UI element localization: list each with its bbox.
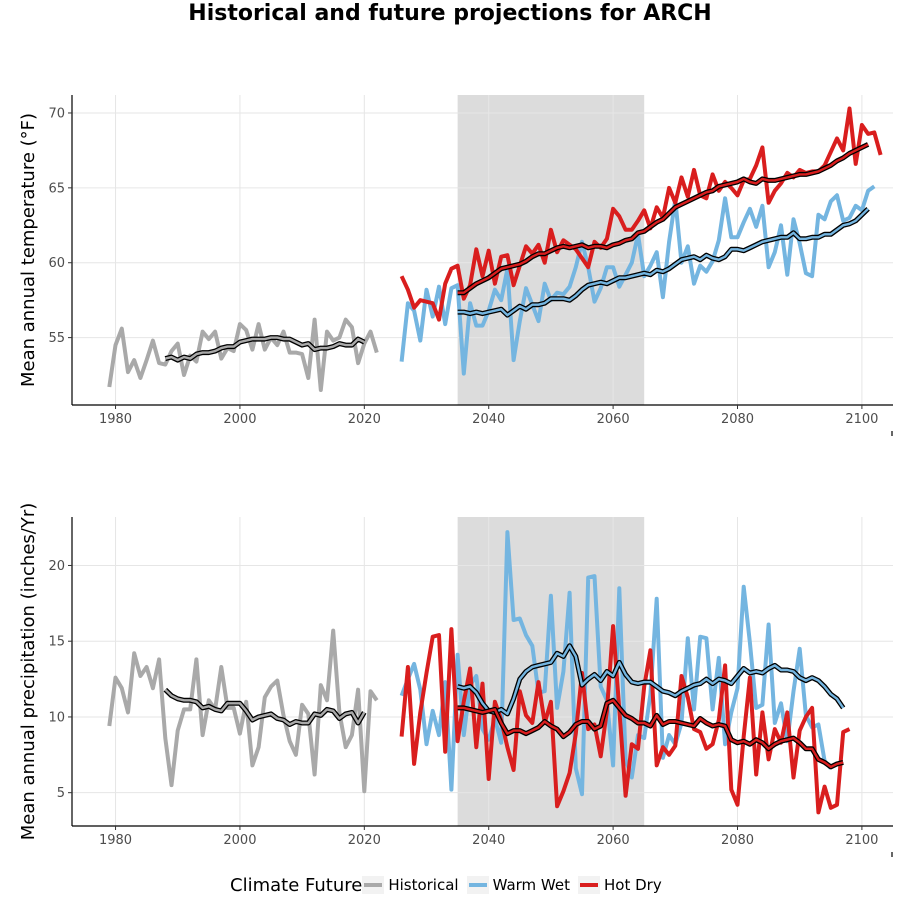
x-tick-label: 1980: [99, 412, 132, 427]
y-tick-label: 65: [48, 181, 65, 196]
y-tick-label: 60: [48, 256, 65, 271]
y-tick-label: 55: [48, 331, 65, 346]
series-line-historical-10-yr-average: [164, 688, 366, 726]
series-line-historical-10-yr-average: [165, 336, 365, 362]
series-line-hot-dry: [399, 624, 851, 815]
series-line-historical: [107, 317, 379, 392]
x-tick-label: 2080: [721, 412, 754, 427]
legend-key-warm-wet: [466, 876, 489, 894]
series-line-historical: [107, 628, 379, 794]
legend-label-hot-dry: Hot Dry: [604, 876, 662, 894]
series-line-hot-dry-10-yr-average: [457, 143, 869, 294]
y-tick-label: 5: [57, 786, 65, 801]
x-tick-label: 1980: [99, 833, 132, 848]
legend: Climate Future Historical Warm Wet Hot D…: [230, 872, 670, 898]
x-tick-label: 2020: [348, 833, 381, 848]
y-tick-label: 70: [48, 106, 65, 121]
legend-key-historical: [362, 876, 385, 894]
x-tick-label: 2060: [597, 833, 630, 848]
chart-title: Historical and future projections for AR…: [188, 1, 712, 26]
series-line-warm-wet-10-yr-average: [457, 207, 869, 317]
panel-temperature: 1980 2000 2020 2040 2060 2080 2100 55 60 65 70 Mean…: [18, 95, 893, 436]
legend-key-hot-dry: [578, 876, 600, 894]
x-tick-label: 2040: [472, 412, 505, 427]
series-line-warm-wet-10-yr-average: [457, 644, 845, 716]
legend-title: Climate Future: [230, 874, 363, 896]
series-line-hot-dry-10-yr-average: [457, 699, 844, 769]
panel-precipitation: 1980 2000 2020 2040 2060 2080 2100 5 10 15 20 Mean …: [18, 503, 893, 857]
x-tick-label: 2100: [845, 833, 878, 848]
x-tick-label: 2080: [721, 833, 754, 848]
x-tick-label: 2100: [845, 412, 878, 427]
y-axis-title: Mean annual precipitation (inches/Yr): [18, 503, 39, 841]
y-axis-title: Mean annual temperature (°F): [18, 113, 39, 387]
y-tick-label: 20: [48, 559, 65, 574]
legend-item-warm-wet: Warm Wet: [466, 876, 570, 894]
x-tick-label: 2060: [597, 412, 630, 427]
y-tick-label: 10: [48, 710, 65, 725]
legend-label-historical: Historical: [388, 876, 459, 894]
legend-item-hot-dry: Hot Dry: [578, 876, 662, 894]
series-line-hot-dry: [399, 106, 883, 322]
x-tick-label: 2040: [472, 833, 505, 848]
legend-label-warm-wet: Warm Wet: [492, 876, 570, 894]
x-tick-label: 2000: [223, 833, 256, 848]
y-tick-label: 15: [48, 635, 65, 650]
x-tick-label: 2000: [223, 412, 256, 427]
legend-item-historical: Historical: [362, 876, 459, 894]
x-tick-label: 2020: [348, 412, 381, 427]
